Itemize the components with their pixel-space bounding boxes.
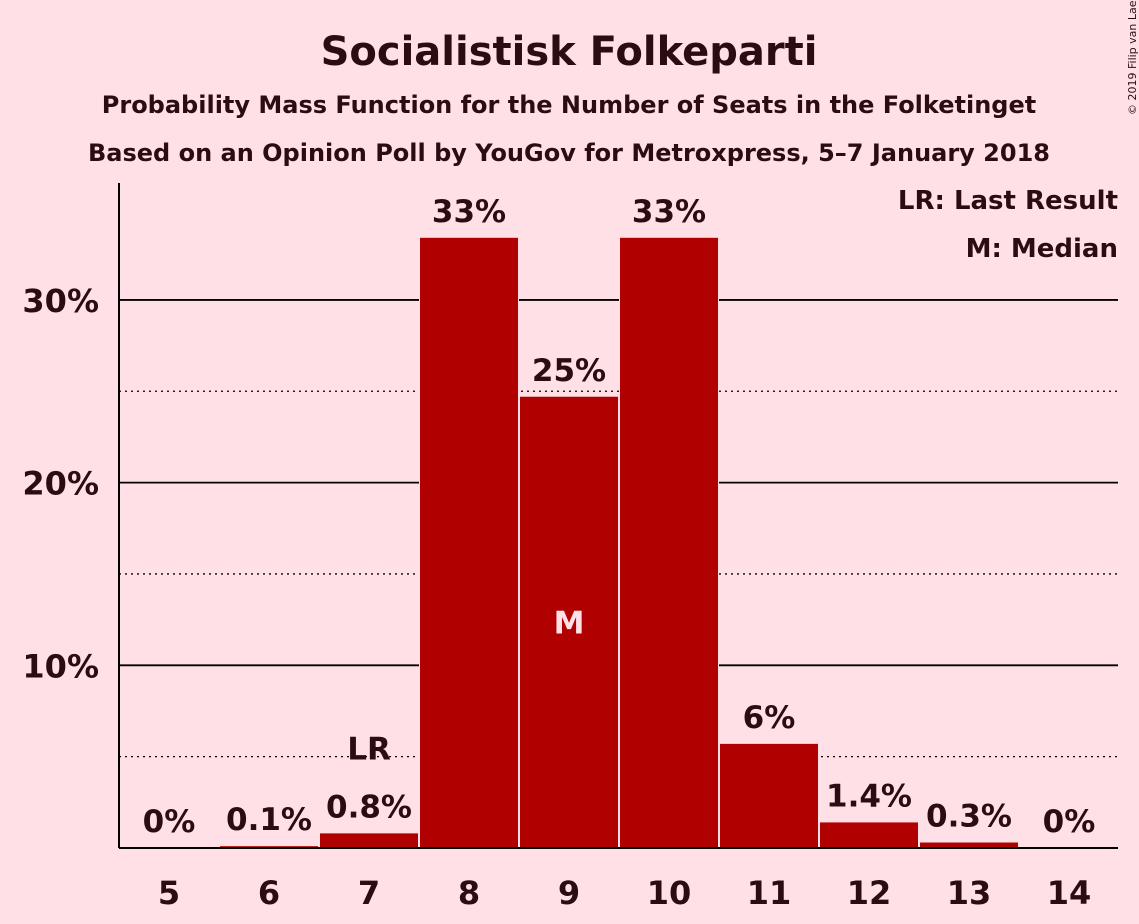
chart-subtitle: Probability Mass Function for the Number… [102, 91, 1036, 119]
y-tick-label: 30% [22, 282, 99, 320]
x-tick-label: 7 [358, 874, 380, 912]
last-result-marker: LR [347, 731, 391, 767]
legend-median: M: Median [966, 234, 1118, 264]
data-label-8: 33% [432, 194, 506, 230]
bar-8 [420, 237, 518, 849]
bars [219, 237, 1019, 849]
bar-11 [720, 743, 818, 848]
legend-last-result: LR: Last Result [898, 186, 1118, 216]
bar-7 [320, 833, 418, 848]
y-tick-label: 10% [22, 647, 99, 685]
bar-13 [920, 842, 1018, 848]
data-label-13: 0.3% [926, 799, 1012, 835]
x-tick-label: 13 [947, 874, 992, 912]
data-label-6: 0.1% [226, 802, 312, 838]
y-axis-ticks: 10% 20% 30% [22, 282, 99, 685]
x-axis-ticks: 5 6 7 8 9 10 11 12 13 14 [158, 874, 1091, 912]
bar-12 [820, 822, 918, 848]
data-label-5: 0% [143, 804, 196, 840]
data-label-10: 33% [632, 194, 706, 230]
copyright-text: © 2019 Filip van Laenen [1126, 0, 1139, 115]
median-marker: M [554, 605, 585, 641]
data-label-9: 25% [532, 353, 606, 389]
x-tick-label: 10 [647, 874, 692, 912]
bar-10 [620, 237, 718, 849]
data-label-14: 0% [1043, 804, 1096, 840]
data-labels: 0% 0.1% 0.8% 33% 25% 33% 6% 1.4% 0.3% 0% LR M [143, 194, 1096, 840]
x-tick-label: 6 [258, 874, 280, 912]
data-label-12: 1.4% [826, 778, 912, 814]
bar-9 [520, 396, 618, 848]
x-tick-label: 5 [158, 874, 180, 912]
x-tick-label: 12 [847, 874, 892, 912]
chart-subtitle-poll: Based on an Opinion Poll by YouGov for M… [88, 139, 1050, 167]
y-tick-label: 20% [22, 465, 99, 503]
data-label-11: 6% [743, 700, 796, 736]
x-tick-label: 14 [1047, 874, 1092, 912]
x-tick-label: 9 [558, 874, 580, 912]
x-tick-label: 11 [747, 874, 792, 912]
chart-title: Socialistisk Folkeparti [321, 29, 818, 75]
data-label-7: 0.8% [326, 789, 412, 825]
x-tick-label: 8 [458, 874, 480, 912]
